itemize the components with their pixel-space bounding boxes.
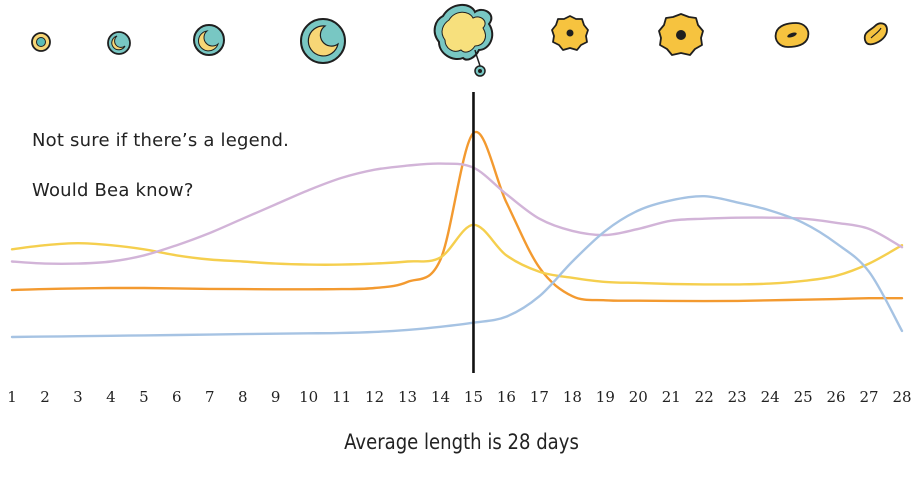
x-tick-label: 26 (827, 388, 846, 406)
x-tick-label: 25 (794, 388, 813, 406)
x-tick-label: 24 (761, 388, 780, 406)
x-tick-label: 6 (172, 388, 182, 406)
x-tick-label: 9 (271, 388, 281, 406)
x-tick-label: 21 (662, 388, 681, 406)
x-tick-label: 8 (238, 388, 248, 406)
series-line-4 (10, 194, 904, 339)
follicle-small-icon (31, 32, 51, 52)
x-tick-label: 20 (629, 388, 648, 406)
x-tick-label: 16 (497, 388, 516, 406)
x-tick-label: 5 (139, 388, 149, 406)
series-layer (10, 130, 904, 339)
follicle-larger-icon (193, 24, 225, 56)
x-tick-label: 28 (892, 388, 911, 406)
phase-icons (31, 4, 888, 77)
x-tick-label: 18 (563, 388, 582, 406)
x-axis-label: Average length is 28 days (344, 430, 579, 454)
x-tick-label: 17 (530, 388, 549, 406)
corpus-luteum-mature-icon (658, 13, 704, 56)
x-tick-label: 10 (299, 388, 318, 406)
series-line-3 (10, 162, 904, 266)
corpus-albicans-icon (863, 22, 888, 46)
x-tick-label: 11 (332, 388, 351, 406)
annotation-legend-note: Not sure if there’s a legend. (32, 130, 290, 151)
series-line-2 (10, 223, 904, 286)
ovulation-icon (433, 4, 494, 77)
x-tick-label: 4 (106, 388, 116, 406)
x-tick-label: 14 (431, 388, 450, 406)
series-line-1 (10, 130, 904, 303)
x-tick-label: 3 (73, 388, 83, 406)
x-tick-label: 1 (7, 388, 17, 406)
x-tick-label: 23 (728, 388, 747, 406)
x-axis-ticks: 1 2 3 4 5 6 7 8 9 10 11 12 13 14 15 16 17 18 19 20 21 22 23 24 2… (7, 388, 911, 406)
x-tick-label: 12 (365, 388, 384, 406)
x-tick-label: 13 (398, 388, 417, 406)
x-tick-label: 22 (695, 388, 714, 406)
x-tick-label: 7 (205, 388, 215, 406)
corpus-luteum-regressing-icon (774, 22, 810, 48)
x-tick-label: 27 (859, 388, 878, 406)
follicle-dominant-icon (300, 18, 346, 64)
x-tick-label: 15 (464, 388, 483, 406)
annotation-question: Would Bea know? (32, 180, 194, 201)
x-tick-label: 2 (40, 388, 50, 406)
x-tick-label: 19 (596, 388, 615, 406)
follicle-growing-icon (107, 31, 131, 55)
corpus-luteum-icon (551, 15, 589, 51)
